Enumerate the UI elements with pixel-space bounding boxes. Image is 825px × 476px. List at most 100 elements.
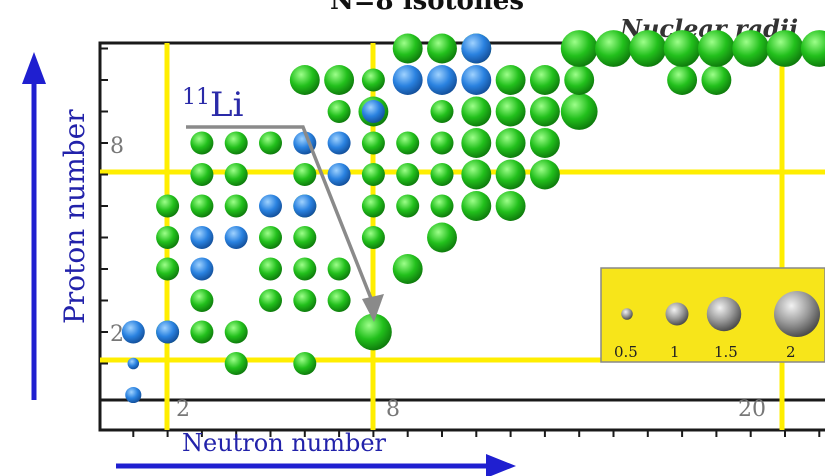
green-nucleus-N3-Z8 [190,131,214,155]
y-axis-label: Proton number [58,109,91,324]
green-nucleus-N2-Z4 [156,257,180,281]
green-nucleus-N7-Z10 [324,65,355,95]
blue-nucleus-N11-Z11 [461,33,492,64]
green-nucleus-N13-Z10 [529,65,560,95]
green-nucleus-N8-Z5 [361,226,385,249]
green-nucleus-N10-Z9 [430,100,454,123]
green-nucleus-N10-Z7 [430,163,454,186]
green-nucleus-N5-Z8 [259,131,282,155]
green-nucleus-N9-Z11 [392,33,423,64]
green-nucleus-N11-Z6 [461,191,492,221]
green-nucleus-N4-Z6 [224,194,248,218]
blue-nucleus-N9-Z10 [392,65,423,95]
legend-circle [774,291,820,337]
blue-nucleus-N2-Z2 [156,320,180,344]
green-nucleus-N3-Z2 [190,320,214,344]
green-nucleus-N4-Z7 [224,163,248,186]
li11-mass-number: 11 [182,85,210,110]
green-nucleus-N10-Z5 [427,222,457,253]
green-nucleus-N18-Z10 [701,65,732,95]
blue-nucleus-N5-Z6 [259,194,282,218]
green-nucleus-N12-Z9 [495,96,526,127]
green-nucleus-N3-Z7 [190,163,214,186]
green-nucleus-N14-Z11 [560,30,598,67]
green-nucleus-N9-Z8 [396,131,420,155]
green-nucleus-N18-Z11 [698,30,735,67]
nuclei-group [121,30,825,404]
green-nucleus-N17-Z11 [663,30,701,67]
li11-pointer-line [186,125,376,307]
legend-circle [706,296,742,332]
green-nucleus-N10-Z11 [427,33,457,64]
green-nucleus-N4-Z8 [224,131,248,155]
green-nucleus-N8-Z7 [361,163,385,186]
green-nucleus-N5-Z4 [259,257,282,281]
green-nucleus-N6-Z7 [293,163,317,186]
green-nucleus-N12-Z6 [495,191,526,221]
blue-nucleus-N1-Z2 [121,320,145,344]
blue-nucleus-N3-Z5 [190,226,214,249]
chart-title: N=8 isotones [330,0,524,16]
y-axis-arrow-head [22,52,46,84]
green-nucleus-N3-Z6 [190,194,214,218]
green-nucleus-N12-Z8 [495,128,526,158]
green-nucleus-N15-Z11 [595,30,632,67]
li11-pointer-arrowhead [362,294,384,322]
y-tick-label-2: 2 [110,322,124,347]
green-nucleus-N8-Z6 [361,194,385,218]
y-tick-label-8: 8 [110,134,124,159]
legend-label-0-5: 0.5 [614,343,638,361]
x-axis-arrow-head [486,454,516,476]
green-nucleus-N2-Z6 [156,194,180,218]
legend-label-1: 1 [670,343,680,361]
green-nucleus-N2-Z5 [156,226,180,249]
green-nucleus-N10-Z6 [430,194,454,218]
legend-circle [665,302,689,326]
green-nucleus-N21-Z11 [800,30,825,67]
green-nucleus-N6-Z3 [293,289,317,312]
green-nucleus-N19-Z11 [732,30,770,67]
green-nucleus-N3-Z3 [190,289,214,312]
green-nucleus-N16-Z11 [629,30,667,67]
green-nucleus-N9-Z7 [396,163,420,186]
green-nucleus-N6-Z10 [289,65,320,95]
blue-nucleus-N3-Z4 [190,257,214,281]
green-nucleus-N7-Z4 [327,257,351,281]
green-nucleus-N7-Z3 [327,289,351,312]
legend-label-2: 2 [786,343,796,361]
green-nucleus-N8-Z8 [361,131,385,155]
green-nucleus-N11-Z7 [461,159,492,190]
green-nucleus-N6-Z5 [293,226,317,249]
legend-circles [621,291,820,337]
green-nucleus-N12-Z10 [495,65,526,95]
green-nucleus-N11-Z8 [461,128,492,158]
blue-nucleus-N4-Z5 [224,226,248,249]
legend-circle [621,308,633,320]
green-nucleus-N8-Z2 [355,313,392,351]
green-nucleus-N20-Z11 [766,30,804,67]
green-nucleus-N13-Z7 [529,159,560,190]
green-nucleus-N5-Z5 [259,226,282,249]
x-axis-label: Neutron number [182,429,387,457]
blue-nucleus-N11-Z10 [461,65,492,95]
li11-label: 11Li [182,85,244,125]
green-nucleus-N4-Z1 [224,352,248,375]
green-nucleus-N6-Z1 [293,352,317,375]
x-tick-label-20: 20 [738,397,766,422]
axis-ticks [100,47,821,437]
green-nucleus-N17-Z10 [667,65,698,95]
x-tick-label-8: 8 [386,397,400,422]
green-nucleus-N14-Z9 [560,93,598,130]
blue-nucleus-N1-Z0 [125,386,142,404]
green-nucleus-N6-Z4 [293,257,317,281]
blue-nucleus-N6-Z6 [293,194,317,218]
green-nucleus-N9-Z4 [392,254,423,284]
green-nucleus-N7-Z9 [327,100,351,123]
blue-nucleus-N1-Z1 [127,357,140,370]
green-nucleus-N8-Z10 [361,68,385,92]
legend-label-1-5: 1.5 [714,343,738,361]
x-tick-label-2: 2 [176,397,190,422]
green-nucleus-N10-Z8 [430,131,454,155]
green-nucleus-N4-Z2 [224,320,248,344]
